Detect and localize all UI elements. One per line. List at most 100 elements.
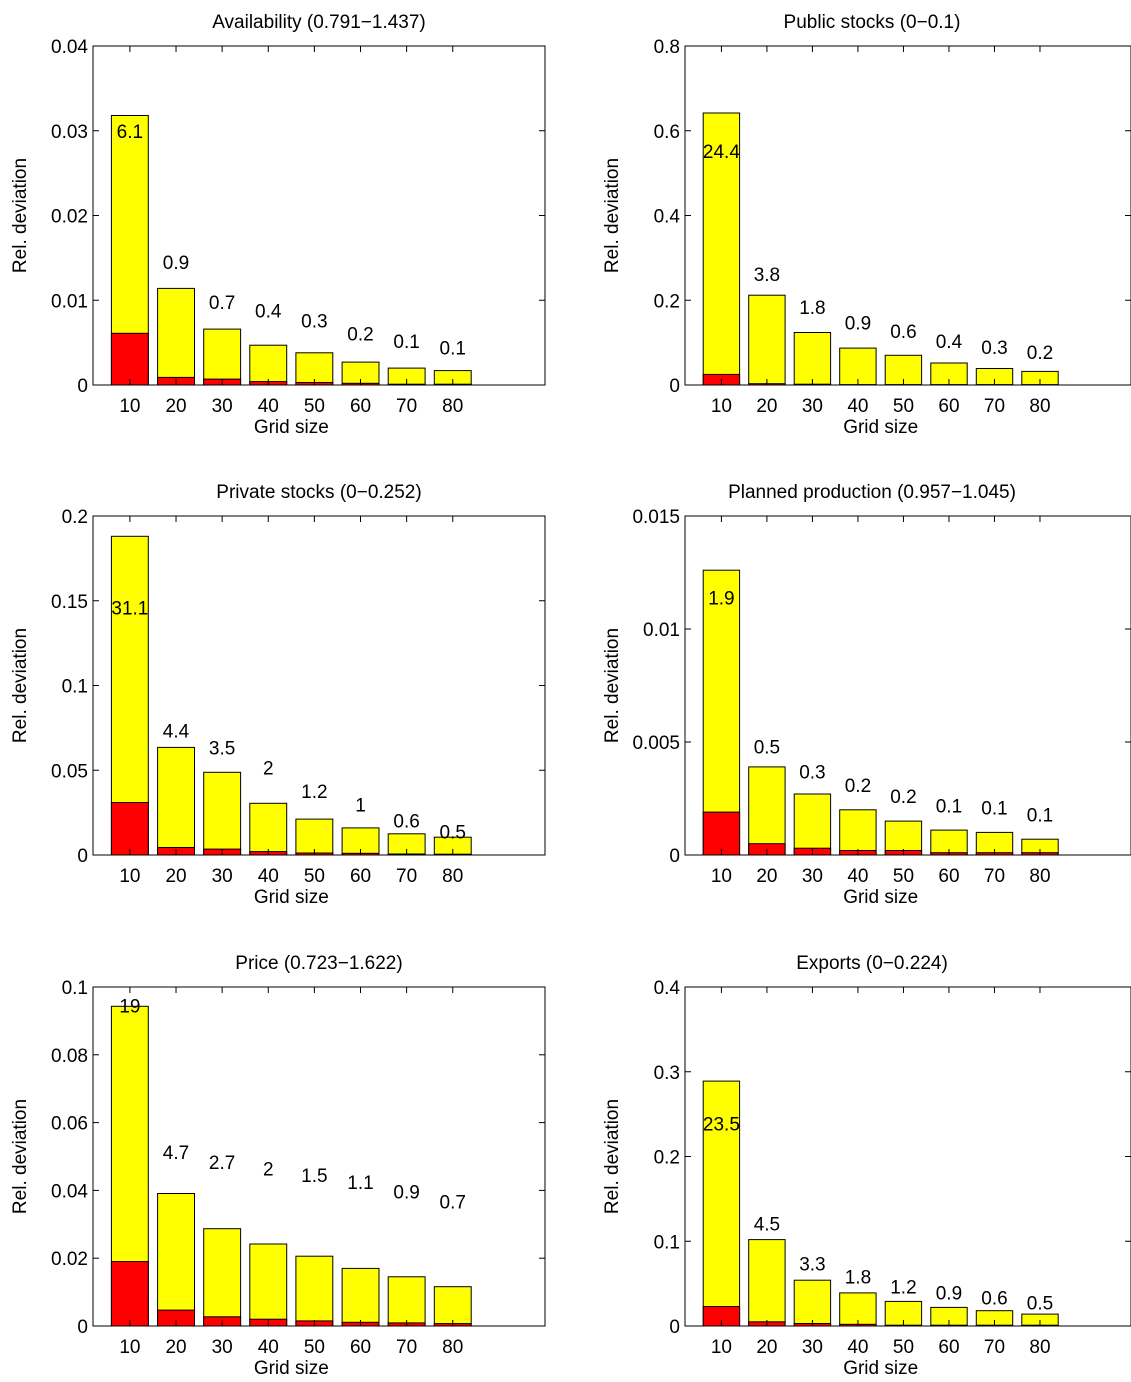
x-tick-label: 60	[938, 396, 959, 417]
bar-total-30	[203, 328, 242, 386]
x-tick-label: 50	[893, 396, 914, 417]
x-axis-label: Grid size	[843, 887, 918, 908]
y-tick-label: 0.05	[51, 761, 88, 782]
bar-component-10	[110, 1261, 149, 1327]
x-tick-label: 30	[212, 396, 233, 417]
bar-annotation: 0.4	[255, 301, 282, 322]
x-tick-label: 70	[984, 1337, 1005, 1358]
chart-panel-3: 0 0.05 0.1 0.15 0.2 10 20 30 40 50 60 70 80 31.1 4.4 3.…	[10, 482, 546, 908]
x-tick-label: 10	[119, 396, 140, 417]
bar-total-30	[203, 771, 242, 856]
bar-annotation: 0.1	[936, 796, 962, 817]
bar-annotation: 31.1	[111, 599, 148, 620]
x-tick-label: 60	[938, 1337, 959, 1358]
x-tick-label: 40	[847, 396, 868, 417]
x-tick-label: 80	[442, 866, 463, 887]
x-tick-label: 70	[396, 1337, 417, 1358]
y-tick-label: 0.03	[51, 122, 88, 143]
bar-total-70	[387, 1276, 426, 1327]
y-tick-label: 0.04	[51, 1181, 88, 1202]
bar-annotation: 3.5	[209, 738, 235, 759]
y-tick-label: 0.01	[51, 291, 88, 312]
bar-annotation: 0.9	[845, 313, 871, 334]
y-tick-label: 0.8	[654, 37, 680, 58]
x-tick-label: 50	[304, 396, 325, 417]
x-axis-label: Grid size	[254, 417, 329, 438]
y-tick-label: 0.3	[654, 1063, 680, 1084]
y-tick-label: 0.02	[51, 207, 88, 228]
bar-annotation: 0.4	[936, 332, 963, 353]
x-tick-label: 80	[1029, 1337, 1050, 1358]
x-axis-label: Grid size	[254, 887, 329, 908]
chart-panel-6: 0 0.1 0.2 0.3 0.4 10 20 30 40 50 60 70 80 23.5 4.5 3.3 1…	[602, 953, 1131, 1379]
bar-total-10	[702, 112, 741, 386]
x-tick-label: 80	[442, 1337, 463, 1358]
y-axis-label: Rel. deviation	[602, 1099, 623, 1214]
bar-total-60	[341, 1267, 380, 1327]
bar-annotation: 0.3	[301, 312, 327, 333]
bar-annotation: 2.7	[209, 1153, 235, 1174]
x-axis-label: Grid size	[843, 1358, 918, 1379]
y-tick-label: 0.005	[632, 733, 680, 754]
bar-total-40	[249, 802, 288, 856]
bar-annotation: 1.8	[799, 298, 825, 319]
y-tick-label: 0.2	[654, 291, 680, 312]
x-tick-label: 20	[165, 1337, 186, 1358]
x-tick-label: 80	[1029, 396, 1050, 417]
bar-annotation: 0.7	[209, 293, 235, 314]
x-tick-label: 10	[711, 1337, 732, 1358]
y-tick-label: 0.06	[51, 1114, 88, 1135]
bar-annotation: 0.2	[1027, 343, 1053, 364]
bar-total-40	[839, 809, 877, 856]
bar-annotation: 0.5	[440, 823, 466, 844]
bar-total-30	[793, 1279, 832, 1327]
bar-annotation: 0.3	[799, 762, 825, 783]
bar-annotation: 4.5	[754, 1214, 780, 1235]
bar-total-20	[748, 294, 786, 386]
y-axis-label: Rel. deviation	[10, 158, 31, 273]
y-tick-label: 0.2	[62, 507, 88, 528]
x-tick-label: 20	[756, 396, 777, 417]
x-tick-label: 60	[350, 1337, 371, 1358]
x-tick-label: 20	[165, 866, 186, 887]
y-tick-label: 0	[77, 376, 88, 397]
bar-annotation: 0.9	[936, 1284, 962, 1305]
bar-total-20	[157, 287, 196, 386]
bar-annotation: 0.6	[890, 322, 916, 343]
bar-annotation: 0.2	[845, 776, 871, 797]
x-axis-label: Grid size	[843, 417, 918, 438]
chart-panel-5: 0 0.02 0.04 0.06 0.08 0.1 10 20 30 40 50 60 70 80 19 4.…	[10, 953, 546, 1379]
bar-annotation: 0.1	[393, 332, 419, 353]
x-tick-label: 40	[847, 866, 868, 887]
bar-annotation: 24.4	[703, 142, 740, 163]
bar-annotation: 0.5	[754, 738, 780, 759]
bar-annotation: 0.7	[440, 1193, 466, 1214]
chart-panel-4: 0 0.005 0.01 0.015 10 20 30 40 50 60 70 80 1.9 0.5 0.3…	[602, 482, 1131, 908]
bar-total-10	[702, 1080, 741, 1327]
x-tick-label: 50	[893, 866, 914, 887]
y-tick-label: 0.02	[51, 1249, 88, 1270]
bar-annotation: 0.9	[163, 253, 189, 274]
x-tick-label: 40	[847, 1337, 868, 1358]
x-tick-label: 10	[711, 396, 732, 417]
bar-annotation: 0.2	[890, 787, 916, 808]
bar-annotation: 0.6	[393, 811, 419, 832]
y-axis-label: Rel. deviation	[10, 1099, 31, 1214]
bar-total-80	[433, 1286, 472, 1327]
y-axis-label: Rel. deviation	[602, 628, 623, 743]
y-tick-label: 0.1	[654, 1232, 680, 1253]
chart-panel-1: 0 0.01 0.02 0.03 0.04 10 20 30 40 50 60 70 80 6.1 0.9 0…	[10, 12, 546, 438]
bar-annotation: 0.1	[1027, 805, 1053, 826]
y-tick-label: 0.015	[632, 507, 680, 528]
bar-annotation: 0.1	[440, 339, 466, 360]
bar-component-10	[110, 332, 149, 386]
x-tick-label: 80	[442, 396, 463, 417]
chart-title: Price (0.723−1.622)	[235, 953, 402, 974]
axes-frame	[684, 515, 1131, 856]
bar-annotation: 1.2	[890, 1278, 916, 1299]
bar-annotation: 0.6	[981, 1289, 1007, 1310]
x-tick-label: 60	[938, 866, 959, 887]
x-tick-label: 50	[893, 1337, 914, 1358]
bar-annotation: 1.5	[301, 1166, 327, 1187]
bar-annotation: 1.9	[708, 588, 734, 609]
